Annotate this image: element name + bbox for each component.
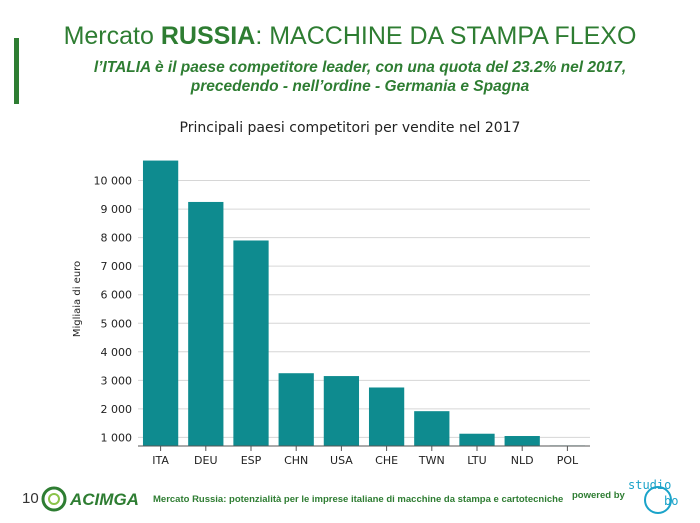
x-tick-label: NLD — [511, 454, 534, 467]
subtitle-line-2: precedendo - nell’ordine - Germania e Sp… — [190, 78, 530, 95]
logo-inner-ring-icon — [48, 493, 60, 505]
bar-esp — [233, 240, 269, 446]
y-tick-label: 7 000 — [101, 260, 133, 273]
subtitle-line-1: l’ITALIA è il paese competitore leader, … — [93, 59, 627, 76]
x-tick-label: ITA — [152, 454, 169, 467]
x-axis-ticks: ITA DEU ESP CHN USA CHE TWN LTU NLD POL — [152, 446, 579, 467]
studio-logo-wordmark: studio — [628, 478, 672, 492]
bar-nld — [504, 436, 540, 446]
y-tick-label: 5 000 — [101, 317, 133, 330]
studio-bo-logo: studio bo — [626, 476, 692, 518]
x-tick-label: TWN — [418, 454, 445, 467]
studio-logo-circle-icon — [644, 486, 672, 514]
logo-wordmark: ACIMGA — [69, 490, 139, 509]
x-tick-label: CHN — [284, 454, 308, 467]
x-tick-label: POL — [557, 454, 579, 467]
bar-ita — [142, 160, 179, 446]
x-tick-label: LTU — [467, 454, 486, 467]
y-tick-label: 3 000 — [101, 374, 133, 387]
y-axis-ticks: 1 000 2 000 3 000 4 000 5 000 6 000 7 000 8 000… — [94, 175, 133, 445]
studio-logo-suffix: bo — [664, 494, 679, 508]
logo-ring-icon — [41, 486, 67, 512]
y-tick-label: 2 000 — [101, 403, 133, 416]
bar-chn — [278, 373, 314, 446]
slide-title: Mercato RUSSIA: MACCHINE DA STAMPA FLEXO — [0, 22, 700, 51]
bar-twn — [414, 411, 450, 446]
accent-bar — [14, 38, 19, 104]
x-tick-label: ESP — [241, 454, 262, 467]
bar-deu — [188, 201, 224, 446]
x-tick-label: USA — [330, 454, 353, 467]
y-tick-label: 10 000 — [94, 175, 133, 188]
slide-subtitle: l’ITALIA è il paese competitore leader, … — [60, 58, 660, 96]
y-tick-label: 8 000 — [101, 232, 133, 245]
y-axis-label: Migliaia di euro — [72, 261, 83, 337]
bar-che — [368, 387, 405, 446]
bar-usa — [323, 376, 360, 446]
title-country: RUSSIA — [160, 22, 256, 50]
footer-text: Mercato Russia: potenzialità per le impr… — [153, 494, 564, 505]
powered-by-label: powered by — [572, 490, 625, 501]
chart-bars — [142, 160, 586, 446]
y-tick-label: 1 000 — [101, 431, 133, 444]
title-suffix: : MACCHINE DA STAMPA FLEXO — [255, 22, 637, 50]
page-number: 10 — [22, 490, 39, 507]
chart-title: Principali paesi competitori per vendite… — [179, 120, 521, 136]
y-tick-label: 4 000 — [101, 346, 133, 359]
x-tick-label: CHE — [375, 454, 398, 467]
y-tick-label: 6 000 — [101, 289, 133, 302]
y-tick-label: 9 000 — [101, 203, 133, 216]
x-tick-label: DEU — [194, 454, 217, 467]
bar-ltu — [459, 433, 495, 446]
title-prefix: Mercato — [63, 22, 161, 50]
acimga-logo: ACIMGA — [41, 486, 139, 512]
